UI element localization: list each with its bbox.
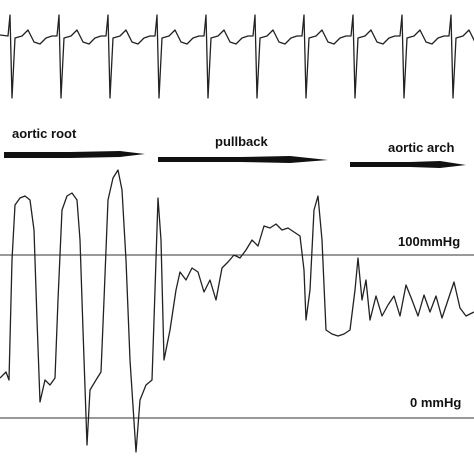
arrow-aortic-root	[4, 151, 145, 158]
label-100-mmhg: 100mmHg	[398, 234, 460, 249]
label-0-mmhg: 0 mmHg	[410, 395, 461, 410]
ecg-trace	[0, 14, 474, 99]
arrow-pullback	[158, 156, 328, 163]
label-aortic-arch: aortic arch	[388, 140, 455, 155]
pressure-trace	[0, 169, 474, 453]
label-pullback: pullback	[215, 134, 269, 149]
arrow-aortic-arch	[350, 161, 466, 168]
label-aortic-root: aortic root	[12, 126, 77, 141]
